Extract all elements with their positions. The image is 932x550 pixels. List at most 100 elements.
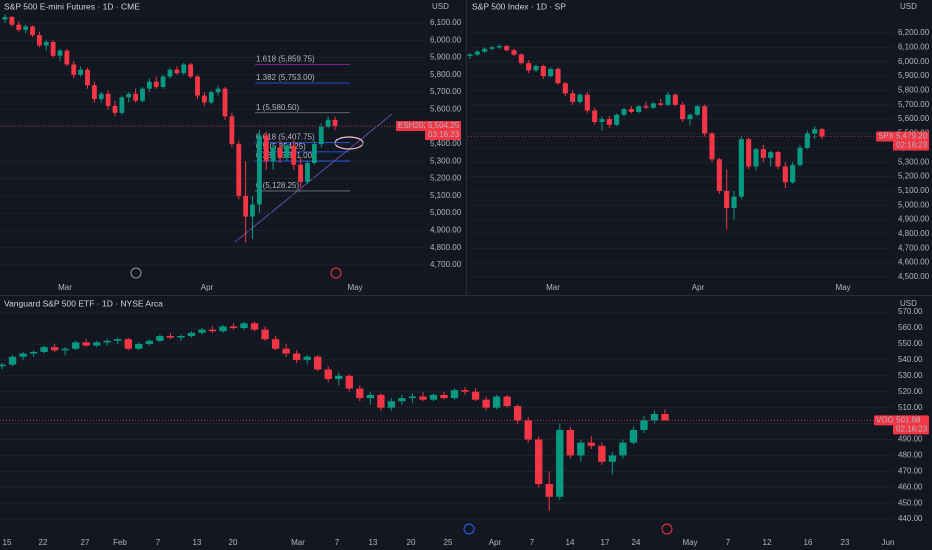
candle-body bbox=[504, 45, 510, 51]
candle-body bbox=[650, 414, 659, 421]
candle-body bbox=[256, 135, 262, 205]
candle-body bbox=[82, 342, 90, 346]
candle-body bbox=[219, 326, 227, 332]
candle-body bbox=[261, 329, 269, 340]
candle-body bbox=[2, 16, 8, 20]
candle-body bbox=[812, 129, 818, 134]
x-tick-label: Apr bbox=[489, 538, 502, 547]
candle-body bbox=[562, 83, 568, 94]
candle-body bbox=[271, 339, 280, 349]
x-tick-label: 23 bbox=[841, 538, 850, 547]
candle-body bbox=[643, 106, 649, 108]
y-tick-label: 5,800.00 bbox=[430, 70, 462, 79]
candle-body bbox=[198, 329, 206, 333]
candle-body bbox=[135, 343, 143, 349]
y-tick-label: 460.00 bbox=[898, 482, 923, 491]
y-tick-label: 5,800.00 bbox=[898, 86, 930, 95]
candle-body bbox=[540, 66, 546, 77]
candle-body bbox=[474, 51, 480, 55]
candle-body bbox=[775, 152, 781, 167]
fib-label: 0.5 (5,354.25) bbox=[256, 142, 306, 151]
candle-body bbox=[318, 126, 324, 144]
candle-body bbox=[387, 401, 396, 408]
x-tick-label: 17 bbox=[601, 538, 610, 547]
candle-body bbox=[555, 68, 561, 84]
candle-body bbox=[570, 93, 576, 102]
candle-body bbox=[599, 119, 605, 122]
currency-label: USD bbox=[900, 2, 917, 11]
y-tick-label: 5,300.00 bbox=[898, 157, 930, 166]
candle-body bbox=[250, 323, 259, 330]
candle-body bbox=[85, 69, 90, 86]
candle-body bbox=[174, 69, 180, 74]
candle-body bbox=[0, 364, 6, 367]
candle-body bbox=[608, 455, 617, 462]
fib-label: 1.382 (5,753.00) bbox=[256, 73, 315, 82]
y-tick-label: 560.00 bbox=[898, 323, 923, 332]
candle-body bbox=[277, 147, 283, 158]
candle-body bbox=[8, 356, 17, 365]
candle-body bbox=[156, 336, 164, 341]
candle-body bbox=[236, 143, 242, 196]
x-tick-label: 20 bbox=[229, 538, 238, 547]
trend-line bbox=[234, 113, 393, 243]
y-tick-label: 6,000.00 bbox=[430, 35, 462, 44]
candle-body bbox=[50, 42, 56, 56]
price-tag bbox=[425, 120, 461, 140]
x-tick-label: 14 bbox=[566, 538, 575, 547]
candle-body bbox=[153, 81, 159, 87]
candle-body bbox=[408, 396, 417, 399]
candle-body bbox=[548, 68, 554, 77]
y-tick-label: 5,000.00 bbox=[898, 200, 930, 209]
currency-label: USD bbox=[900, 299, 917, 308]
candle-body bbox=[694, 106, 700, 115]
y-tick-label: 490.00 bbox=[898, 435, 923, 444]
y-tick-label: 5,200.00 bbox=[430, 174, 462, 183]
y-tick-label: 6,000.00 bbox=[898, 57, 930, 66]
candle-body bbox=[672, 94, 678, 105]
candle-body bbox=[511, 50, 517, 55]
candle-body bbox=[518, 54, 524, 64]
candle-body bbox=[177, 336, 185, 338]
candle-body bbox=[133, 93, 139, 101]
candle-body bbox=[467, 54, 473, 56]
candle-body bbox=[57, 50, 63, 56]
candle-body bbox=[709, 133, 715, 160]
candle-body bbox=[188, 64, 194, 77]
y-tick-label: 6,100.00 bbox=[898, 42, 930, 51]
event-icon[interactable] bbox=[463, 523, 475, 535]
symbol-label: VOO bbox=[876, 416, 894, 425]
fib-label: 1.618 (5,859.75) bbox=[256, 55, 315, 64]
x-tick-label: Mar bbox=[546, 283, 560, 292]
candle-body bbox=[377, 394, 385, 408]
x-tick-label: 7 bbox=[726, 538, 731, 547]
candle-body bbox=[140, 88, 145, 101]
candle-body bbox=[790, 165, 796, 183]
currency-label: USD bbox=[432, 2, 449, 11]
candle-body bbox=[311, 143, 317, 163]
event-icon[interactable] bbox=[661, 523, 673, 535]
x-tick-label: Apr bbox=[692, 283, 705, 292]
candle-body bbox=[263, 135, 269, 162]
candle-body bbox=[64, 50, 70, 65]
event-icon[interactable] bbox=[330, 267, 342, 279]
candle-body bbox=[229, 326, 238, 329]
candle-body bbox=[489, 47, 495, 49]
candle-body bbox=[187, 332, 196, 337]
candle-body bbox=[621, 109, 627, 115]
y-tick-label: 5,600.00 bbox=[898, 114, 930, 123]
y-tick-label: 5,900.00 bbox=[898, 71, 930, 80]
candle-body bbox=[292, 353, 301, 360]
candle-body bbox=[30, 26, 35, 36]
event-icon[interactable] bbox=[130, 267, 142, 279]
candle-body bbox=[524, 420, 532, 440]
chart-title: S&P 500 E-mini Futures · 1D · CME bbox=[4, 1, 140, 11]
candle-body bbox=[124, 339, 132, 349]
candle-body bbox=[471, 391, 480, 400]
candle-body bbox=[366, 394, 375, 399]
y-tick-label: 5,100.00 bbox=[430, 191, 462, 200]
candle-body bbox=[768, 152, 774, 158]
candle-body bbox=[556, 429, 564, 497]
y-tick-label: 4,500.00 bbox=[898, 272, 930, 281]
candle-body bbox=[250, 204, 255, 217]
